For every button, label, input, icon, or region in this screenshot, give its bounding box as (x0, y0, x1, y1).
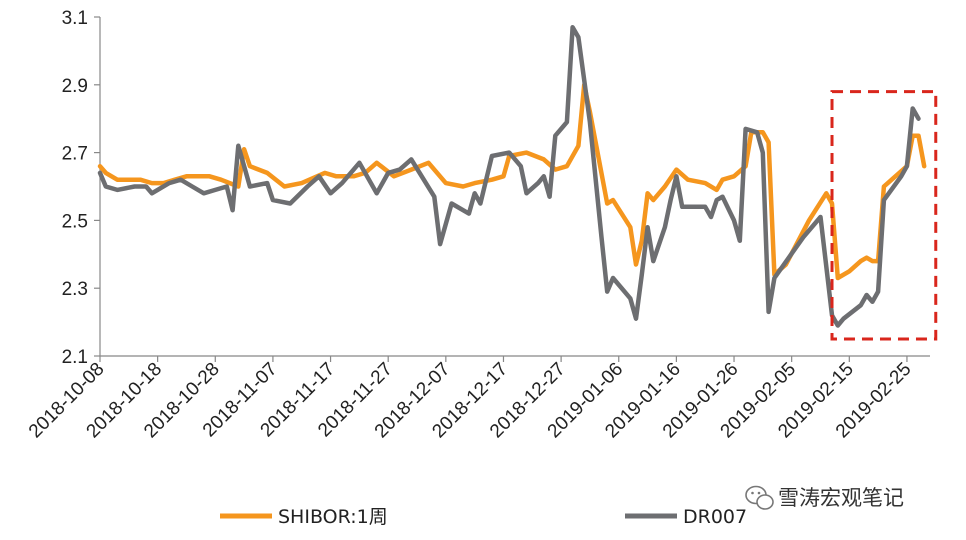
y-tick-label: 2.3 (62, 279, 88, 300)
y-axis-ticks: 2.1 2.3 2.5 2.7 2.9 3.1 (62, 8, 100, 368)
highlight-box (830, 90, 938, 341)
watermark: 雪涛宏观笔记 (745, 485, 904, 510)
legend: SHIBOR:1周 DR007 (220, 506, 747, 528)
legend-label-shibor: SHIBOR:1周 (278, 506, 388, 528)
watermark-text: 雪涛宏观笔记 (778, 486, 904, 510)
x-axis-ticks: 2018-10-082018-10-182018-10-282018-11-07… (25, 356, 915, 442)
legend-label-dr007: DR007 (683, 506, 747, 528)
wechat-icon (745, 485, 774, 510)
y-tick-label: 3.1 (62, 8, 88, 29)
y-tick-label: 2.5 (62, 211, 88, 232)
series-line-1 (97, 24, 921, 328)
y-tick-label: 2.9 (62, 76, 88, 97)
y-tick-label: 2.1 (62, 347, 88, 368)
y-tick-label: 2.7 (62, 144, 88, 165)
chart-series (97, 24, 927, 328)
series-line-0 (97, 82, 927, 281)
